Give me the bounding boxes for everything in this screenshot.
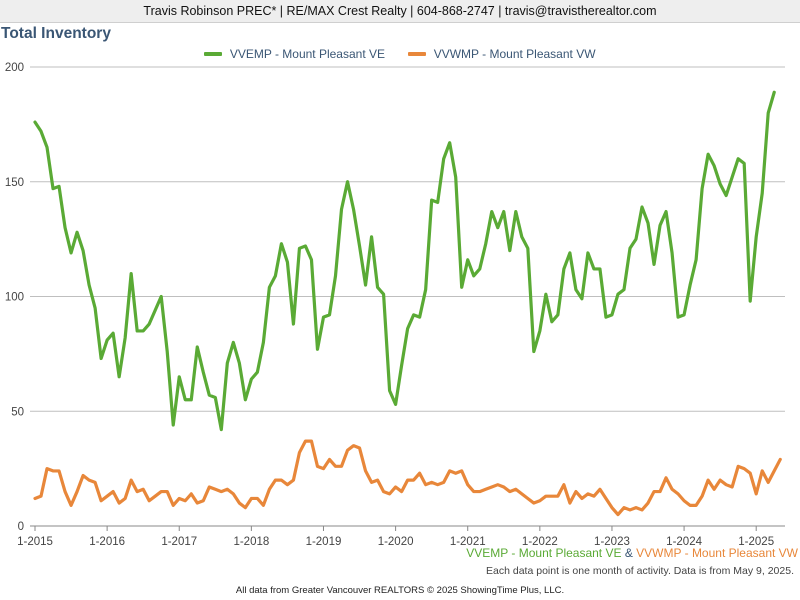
series-caption-amp: & [621,546,637,560]
x-tick-label-1-2023: 1-2023 [594,536,630,548]
legend-swatch-ve [204,51,223,56]
chart-legend: VVEMP - Mount Pleasant VE VVWMP - Mount … [0,45,800,63]
x-tick-label-1-2015: 1-2015 [17,536,53,548]
chart-title: Total Inventory [1,25,111,42]
y-tick-label-50: 50 [11,406,24,418]
x-tick-label-1-2020: 1-2020 [378,536,414,548]
x-tick-label-1-2016: 1-2016 [89,536,125,548]
y-tick-label-100: 100 [5,292,24,304]
x-tick-label-1-2022: 1-2022 [522,536,558,548]
source-footer: All data from Greater Vancouver REALTORS… [235,585,565,596]
series-caption-ve: VVEMP - Mount Pleasant VE [466,546,622,560]
header-contact-text: Travis Robinson PREC* | RE/MAX Crest Rea… [143,4,657,18]
series-line-vw [33,439,782,517]
legend-item-vw[interactable]: VVWMP - Mount Pleasant VW [408,45,596,63]
y-tick-label-0: 0 [18,521,24,533]
legend-label-ve: VVEMP - Mount Pleasant VE [229,47,385,61]
series-line-ve [33,90,776,432]
x-tick-label-1-2024: 1-2024 [666,536,702,548]
x-tick-label-1-2025: 1-2025 [738,536,774,548]
legend-swatch-vw [408,51,427,56]
x-tick-label-1-2018: 1-2018 [233,536,269,548]
y-tick-label-150: 150 [5,177,24,189]
x-tick-label-1-2017: 1-2017 [161,536,197,548]
x-tick-label-1-2019: 1-2019 [306,536,342,548]
legend-label-vw: VVWMP - Mount Pleasant VW [433,47,596,61]
y-tick-label-200: 200 [5,62,24,74]
legend-item-ve[interactable]: VVEMP - Mount Pleasant VE [204,45,385,63]
series-caption: VVEMP - Mount Pleasant VE & VVWMP - Moun… [466,546,798,560]
series-caption-vw: VVWMP - Mount Pleasant VW [636,546,798,560]
x-tick-label-1-2021: 1-2021 [450,536,486,548]
header-contact-bar: Travis Robinson PREC* | RE/MAX Crest Rea… [0,0,800,23]
data-note: Each data point is one month of activity… [486,565,794,577]
